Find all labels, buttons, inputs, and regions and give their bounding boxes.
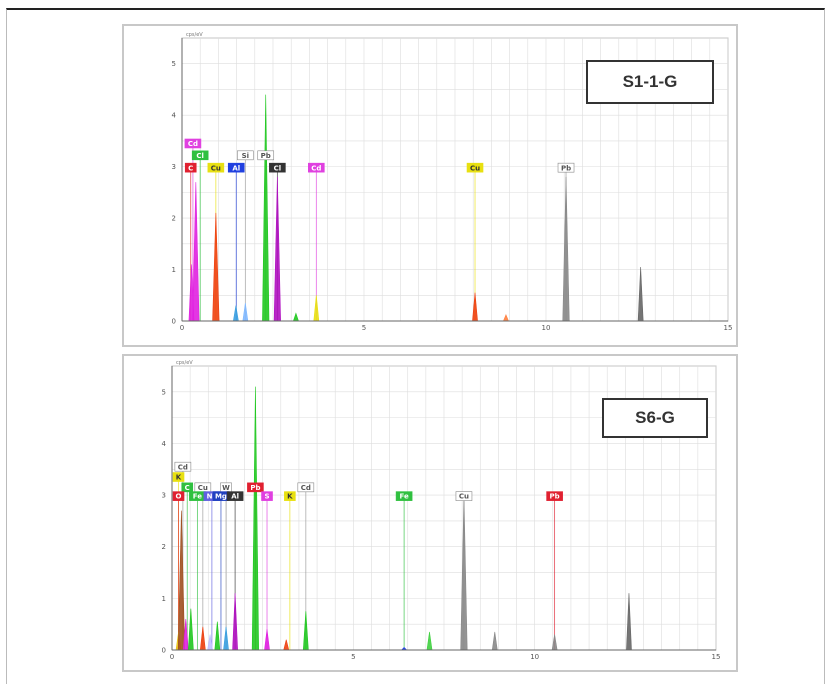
element-marker-box (172, 491, 185, 501)
element-marker-box (257, 150, 275, 161)
y-tick-label: 3 (162, 492, 166, 500)
y-tick-label: 0 (172, 318, 176, 326)
y-tick-label: 1 (172, 266, 176, 274)
x-tick-label: 0 (180, 324, 184, 332)
element-marker-box (181, 482, 194, 493)
element-marker-box (172, 472, 185, 482)
element-marker-box (191, 150, 209, 161)
element-marker-label: Pb (550, 493, 560, 501)
element-marker-label: C (188, 164, 193, 172)
figure-frame (6, 8, 825, 684)
element-marker-label: Al (231, 493, 239, 501)
element-marker-label: Cu (470, 164, 480, 172)
element-marker-box (174, 461, 192, 472)
element-marker-label: Cd (188, 140, 198, 148)
y-unit-label: cps/eV (176, 360, 193, 366)
y-tick-label: 1 (162, 595, 166, 603)
y-tick-label: 3 (172, 163, 176, 171)
x-tick-label: 0 (170, 653, 174, 661)
element-marker-box (308, 162, 325, 173)
y-tick-label: 4 (162, 440, 167, 448)
element-marker-label: Cu (459, 493, 469, 501)
spectrum-panel-1: 0 1 2 3 4 5 0 5 10 15 cps/eV Cd Cl C Cu Al Si Pb Cl Cd Cu Pb … (122, 24, 738, 347)
element-marker-box (395, 491, 413, 501)
element-marker-label: K (287, 493, 293, 501)
y-tick-label: 2 (172, 215, 176, 223)
element-marker-label: Pb (250, 484, 260, 492)
element-marker-label: Pb (561, 164, 571, 172)
element-marker-box (466, 162, 484, 173)
element-marker-label: Cd (301, 484, 311, 492)
y-tick-label: 4 (172, 112, 177, 120)
element-marker-label: Cd (311, 164, 321, 172)
x-tick-label: 5 (362, 324, 366, 332)
element-marker-box (557, 162, 575, 173)
element-marker-label: Cl (196, 152, 204, 160)
element-marker-box (207, 162, 225, 173)
element-marker-box (297, 482, 315, 493)
element-marker-box (261, 491, 273, 501)
y-unit-label: cps/eV (186, 32, 203, 38)
element-marker-box (184, 138, 202, 149)
element-marker-label: Cu (211, 164, 221, 172)
x-tick-label: 15 (712, 653, 721, 661)
element-marker-label: Cd (178, 463, 188, 471)
x-tick-label: 15 (724, 324, 733, 332)
element-marker-box (237, 150, 254, 161)
x-tick-label: 5 (351, 653, 355, 661)
element-marker-box (455, 491, 473, 501)
sample-label-2: S6-G (635, 408, 675, 427)
y-tick-label: 0 (162, 647, 166, 655)
y-tick-label: 5 (162, 388, 166, 396)
element-marker-box (226, 491, 244, 501)
element-marker-label: Cu (198, 484, 208, 492)
element-marker-box (247, 482, 264, 493)
element-marker-label: Pb (261, 152, 271, 160)
element-marker-label: O (176, 493, 182, 501)
element-marker-label: Fe (399, 493, 408, 501)
element-marker-label: Al (232, 164, 240, 172)
y-tick-label: 2 (162, 543, 166, 551)
element-marker-label: Na (207, 493, 218, 501)
x-tick-label: 10 (530, 653, 539, 661)
element-marker-label: C (185, 484, 190, 492)
x-tick-label: 10 (542, 324, 551, 332)
y-tick-label: 5 (172, 60, 176, 68)
element-marker-box (269, 162, 286, 173)
element-marker-box (227, 162, 245, 173)
sample-label-box-2: S6-G (602, 398, 708, 438)
element-marker-box (184, 162, 197, 173)
element-marker-label: K (176, 474, 182, 482)
element-marker-label: Si (242, 152, 249, 160)
element-marker-box (546, 491, 563, 501)
element-marker-label: S (264, 493, 269, 501)
element-marker-box (284, 491, 296, 501)
spectrum-panel-2: 0 1 2 3 4 5 0 5 10 15 cps/eV Cd K C Cu W O Fe Na Mg Al Pb S K Cd… (122, 354, 738, 672)
element-marker-label: Cl (274, 164, 282, 172)
element-marker-label: Mg (215, 493, 227, 501)
sample-label-1: S1-1-G (622, 72, 678, 91)
sample-label-box-1: S1-1-G (586, 60, 714, 104)
element-marker-label: W (222, 484, 230, 492)
element-marker-label: Fe (193, 493, 202, 501)
